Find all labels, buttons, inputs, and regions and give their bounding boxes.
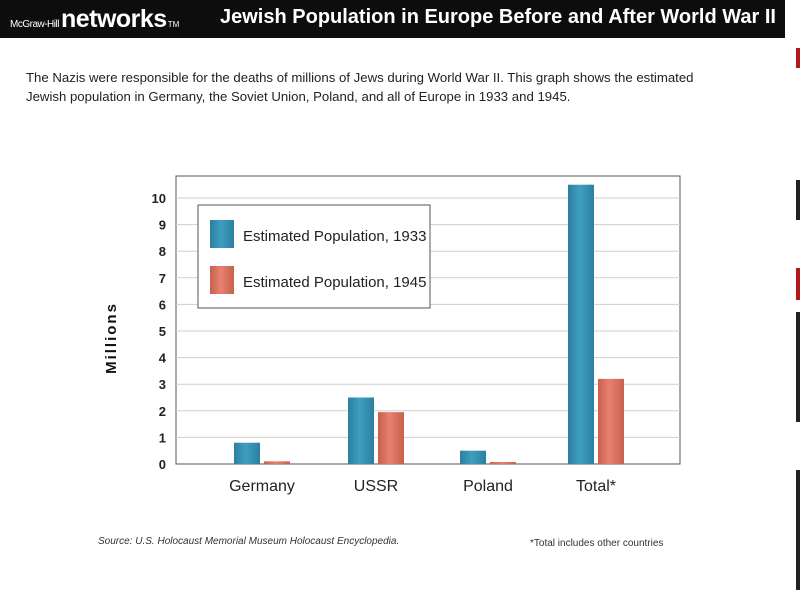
y-tick-label: 1: [159, 430, 166, 445]
bar-poland-1933: [460, 450, 486, 464]
bar-germany-1945: [264, 461, 290, 464]
legend-layer: Estimated Population, 1933 Estimated Popu…: [197, 204, 431, 309]
x-tick-label: Poland: [463, 478, 513, 495]
legend-label: Estimated Population, 1933: [243, 228, 426, 245]
y-tick-label: 8: [159, 244, 166, 259]
brand-trademark: TM: [167, 19, 180, 29]
y-tick-label: 10: [152, 191, 166, 206]
y-tick-label: 7: [159, 271, 166, 286]
bar-total-1945: [598, 378, 624, 464]
bar-total-1933: [568, 184, 594, 464]
legend-swatch-1945: [210, 266, 234, 294]
brand-logo: McGraw-Hill networks TM: [10, 5, 179, 34]
axis-layer: 0 1 2 3 4 5 6 7 8 9 10 Millions Germany USSR Poland Tot…: [103, 191, 616, 495]
y-axis-label: Millions: [103, 302, 120, 374]
y-tick-label: 2: [159, 404, 166, 419]
bar-germany-1933: [234, 442, 260, 464]
x-tick-label: USSR: [354, 478, 398, 495]
footnote: *Total includes other countries: [530, 538, 664, 549]
y-tick-label: 6: [159, 297, 166, 312]
brand-name: networks: [60, 4, 167, 33]
source-note: Source: U.S. Holocaust Memorial Museum H…: [98, 536, 400, 547]
y-tick-label: 5: [159, 324, 166, 339]
y-tick-label: 3: [159, 377, 166, 392]
page-title: Jewish Population in Europe Before and A…: [220, 6, 776, 28]
legend-box: [197, 204, 431, 309]
bar-ussr-1945: [378, 412, 404, 464]
brand-publisher: McGraw-Hill: [10, 18, 59, 30]
slide-edge-decoration: [794, 0, 800, 600]
bar-ussr-1933: [348, 397, 374, 464]
y-tick-label: 9: [159, 218, 166, 233]
intro-paragraph: The Nazis were responsible for the death…: [26, 70, 694, 104]
bars-layer: [234, 184, 624, 464]
y-tick-label: 0: [159, 457, 166, 472]
legend-label: Estimated Population, 1945: [243, 274, 426, 291]
legend-swatch-1933: [210, 220, 234, 248]
x-tick-label: Total*: [576, 478, 616, 495]
bar-poland-1945: [490, 462, 516, 464]
y-tick-label: 4: [159, 351, 167, 366]
x-tick-label: Germany: [229, 478, 295, 495]
header-banner: McGraw-Hill networks TM Jewish Populatio…: [0, 0, 785, 38]
